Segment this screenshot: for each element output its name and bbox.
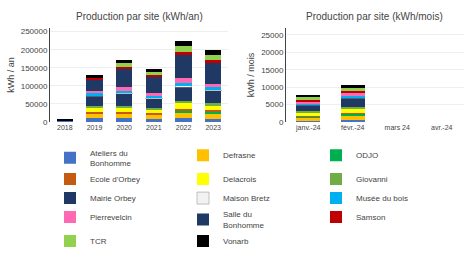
svg-text:2019: 2019 — [87, 124, 103, 131]
svg-text:200000: 200000 — [21, 45, 48, 54]
svg-text:Production par site (kWh/an): Production par site (kWh/an) — [76, 11, 203, 22]
svg-text:0: 0 — [279, 118, 284, 127]
svg-text:150000: 150000 — [21, 64, 48, 73]
svg-text:janv.-24: janv.-24 — [295, 124, 320, 132]
svg-text:avr.-24: avr.-24 — [431, 124, 453, 131]
svg-text:Maison Bretz: Maison Bretz — [223, 194, 270, 203]
svg-text:Ecole d'Orbey: Ecole d'Orbey — [90, 175, 140, 184]
svg-text:Samson: Samson — [356, 213, 385, 222]
svg-text:kWh / mois: kWh / mois — [246, 52, 256, 97]
svg-text:mars 24: mars 24 — [385, 124, 410, 131]
svg-text:Musée du bois: Musée du bois — [356, 194, 408, 203]
svg-text:Giovanni: Giovanni — [356, 175, 388, 184]
svg-text:Salle duBonhomme: Salle duBonhomme — [223, 210, 264, 229]
svg-text:2022: 2022 — [176, 124, 192, 131]
svg-text:ODJO: ODJO — [356, 151, 378, 160]
svg-text:20000: 20000 — [261, 48, 284, 57]
svg-text:50000: 50000 — [25, 100, 48, 109]
svg-text:2018: 2018 — [57, 124, 73, 131]
svg-text:Mairie Orbey: Mairie Orbey — [90, 194, 136, 203]
svg-text:Production par site (kWh/mois): Production par site (kWh/mois) — [306, 11, 443, 22]
svg-text:5000: 5000 — [266, 100, 284, 109]
svg-text:2023: 2023 — [205, 124, 221, 131]
svg-text:100000: 100000 — [21, 82, 48, 91]
svg-text:2021: 2021 — [146, 124, 162, 131]
svg-text:250000: 250000 — [21, 27, 48, 36]
svg-text:15000: 15000 — [261, 66, 284, 75]
svg-text:Delacrois: Delacrois — [223, 175, 256, 184]
svg-text:Vonarb: Vonarb — [223, 237, 249, 246]
svg-text:25000: 25000 — [261, 31, 284, 40]
svg-text:Ateliers duBonhomme: Ateliers duBonhomme — [90, 149, 131, 168]
svg-text:févr.-24: févr.-24 — [341, 124, 364, 131]
svg-text:Pierrevelcin: Pierrevelcin — [90, 213, 132, 222]
svg-text:Defrasne: Defrasne — [223, 151, 256, 160]
svg-text:0: 0 — [43, 118, 48, 127]
svg-text:2020: 2020 — [116, 124, 132, 131]
svg-text:10000: 10000 — [261, 83, 284, 92]
svg-text:kWh / an: kWh / an — [6, 57, 16, 93]
svg-text:TCR: TCR — [90, 237, 107, 246]
